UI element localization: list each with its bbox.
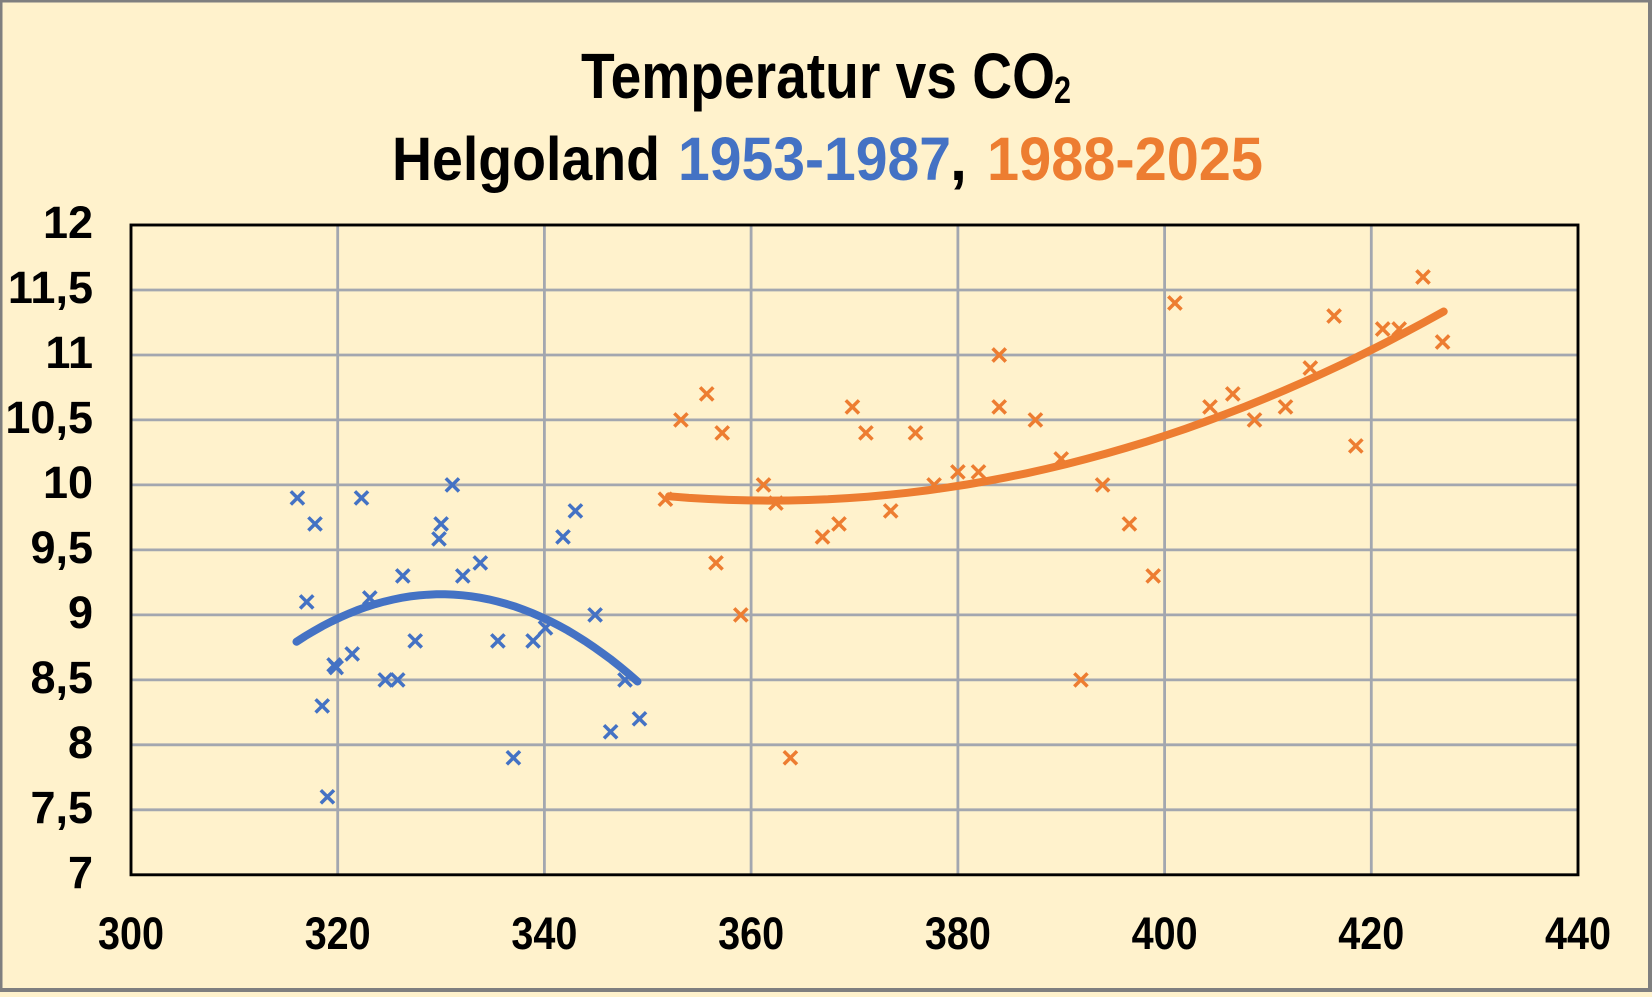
svg-text:360: 360	[718, 908, 784, 959]
svg-text:11,5: 11,5	[8, 262, 93, 313]
svg-text:7: 7	[68, 847, 93, 898]
svg-text:10: 10	[43, 457, 93, 508]
svg-text:320: 320	[305, 908, 371, 959]
svg-text:9: 9	[68, 587, 93, 638]
svg-text:300: 300	[98, 908, 164, 959]
svg-text:Temperatur vs CO: Temperatur vs CO	[581, 40, 1055, 112]
svg-text:8,5: 8,5	[30, 652, 93, 703]
svg-text:Helgoland: Helgoland	[392, 125, 660, 193]
svg-text:2: 2	[1054, 70, 1071, 112]
svg-text:420: 420	[1338, 908, 1404, 959]
svg-text:8: 8	[68, 717, 93, 768]
svg-text:10,5: 10,5	[5, 392, 93, 443]
svg-text:380: 380	[925, 908, 991, 959]
svg-text:1953-1987: 1953-1987	[678, 125, 951, 193]
svg-text:440: 440	[1545, 908, 1611, 959]
svg-text:11: 11	[45, 327, 93, 378]
svg-text:1988-2025: 1988-2025	[987, 125, 1263, 193]
svg-text:12: 12	[43, 197, 93, 248]
svg-text:,: ,	[950, 125, 967, 193]
svg-text:340: 340	[511, 908, 577, 959]
svg-text:7,5: 7,5	[30, 782, 93, 833]
svg-text:9,5: 9,5	[30, 522, 93, 573]
svg-text:400: 400	[1132, 908, 1198, 959]
